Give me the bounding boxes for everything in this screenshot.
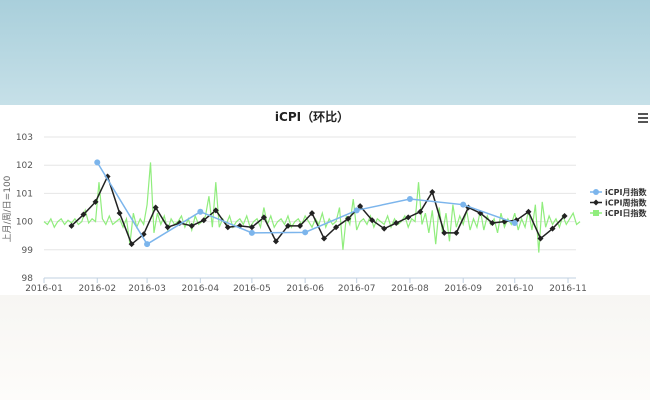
series-square (43, 162, 581, 253)
data-point (333, 224, 340, 231)
legend-label: iCPI周指数 (605, 198, 647, 208)
data-point (511, 220, 518, 227)
data-point (164, 224, 171, 231)
x-tick-label: 2016-07 (338, 284, 376, 294)
data-point (94, 159, 101, 166)
data-point (561, 212, 568, 219)
hamburger-menu-icon[interactable] (638, 113, 648, 115)
y-tick-label: 103 (16, 133, 33, 143)
legend-marker (593, 210, 599, 216)
y-tick-label: 101 (16, 189, 33, 199)
data-point (248, 224, 255, 231)
data-point (381, 225, 388, 232)
data-point (441, 229, 448, 236)
legend-label: iCPI日指数 (605, 208, 647, 218)
data-point (92, 198, 99, 205)
series-line (43, 162, 581, 253)
data-point (197, 208, 204, 215)
data-point (128, 241, 135, 248)
y-tick-label: 99 (22, 246, 34, 256)
data-point (144, 241, 151, 248)
x-tick-label: 2016-06 (286, 284, 324, 294)
data-point (309, 210, 316, 217)
data-point (357, 203, 364, 210)
data-point (188, 222, 195, 229)
data-point (369, 217, 376, 224)
chart-title: iCPI（环比） (275, 109, 349, 124)
data-point (80, 211, 87, 218)
header-background (0, 0, 650, 105)
data-point (345, 215, 352, 222)
x-tick-label: 2016-10 (496, 284, 534, 294)
data-point (417, 208, 424, 215)
y-tick-label: 98 (22, 274, 34, 284)
legend-item[interactable]: iCPI日指数 (590, 208, 647, 218)
data-point (212, 207, 219, 214)
data-point (68, 222, 75, 229)
legend-label: iCPI月指数 (605, 187, 647, 197)
data-point (353, 207, 360, 214)
data-point (116, 210, 123, 217)
x-tick-label: 2016-09 (444, 284, 482, 294)
data-point (549, 225, 556, 232)
data-point (296, 222, 303, 229)
menu-button[interactable] (638, 113, 648, 123)
hamburger-menu-icon-bar[interactable] (638, 117, 648, 119)
data-point (200, 217, 207, 224)
y-tick-label: 100 (16, 218, 33, 228)
hamburger-menu-icon-bar[interactable] (638, 121, 648, 123)
x-tick-label: 2016-01 (25, 284, 63, 294)
footer-background (0, 295, 650, 400)
y-tick-label: 102 (16, 161, 33, 171)
data-point (224, 224, 231, 231)
series-line (70, 174, 566, 246)
data-point (460, 201, 467, 208)
y-axis-label: 上月/周/日=100 (2, 175, 13, 242)
data-point (525, 208, 532, 215)
data-point (321, 235, 328, 242)
legend-marker (593, 199, 599, 206)
data-point (248, 229, 255, 236)
x-tick-label: 2016-02 (78, 284, 116, 294)
data-point (453, 229, 460, 236)
data-point (393, 220, 400, 227)
x-tick-label: 2016-04 (182, 284, 220, 294)
series-diamond (68, 173, 568, 248)
data-point (405, 214, 412, 221)
x-tick-label: 2016-11 (549, 284, 587, 294)
legend-item[interactable]: iCPI月指数 (590, 187, 647, 197)
data-point (152, 204, 159, 211)
legend-item[interactable]: iCPI周指数 (590, 198, 647, 208)
data-point (260, 214, 267, 221)
data-point (406, 196, 413, 203)
data-point (429, 188, 436, 195)
data-point (302, 229, 309, 236)
x-tick-label: 2016-05 (233, 284, 271, 294)
x-tick-label: 2016-08 (391, 284, 429, 294)
data-point (537, 235, 544, 242)
series-circle (94, 159, 518, 248)
data-point (272, 238, 279, 245)
legend-marker (593, 189, 599, 195)
data-point (284, 222, 291, 229)
data-point (489, 220, 496, 227)
x-tick-label: 2016-03 (128, 284, 166, 294)
